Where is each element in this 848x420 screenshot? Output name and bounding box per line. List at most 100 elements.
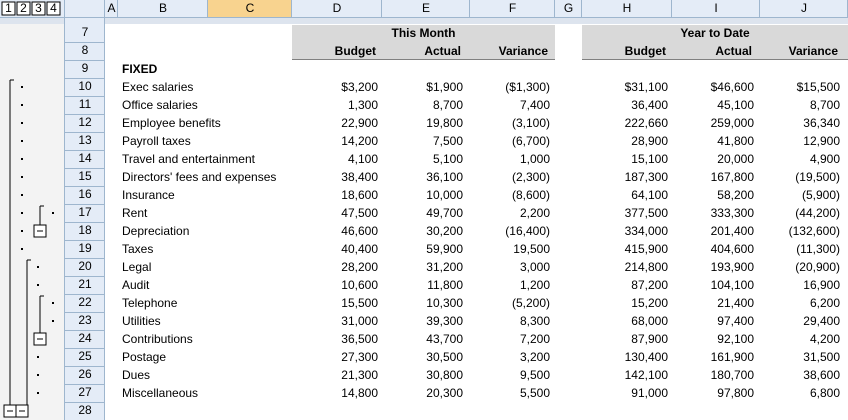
row-header[interactable]: 14 — [78, 151, 92, 165]
cell-value: 222,660 — [625, 116, 669, 130]
column-header[interactable]: F — [509, 1, 516, 15]
row-header[interactable]: 19 — [78, 241, 92, 255]
column-header[interactable]: D — [333, 1, 342, 15]
row-header[interactable]: 17 — [78, 205, 92, 219]
cell-value: 30,200 — [426, 224, 463, 238]
cell-value: 97,800 — [717, 386, 754, 400]
cell-value: 39,300 — [426, 314, 463, 328]
outline-level-button[interactable] — [31, 1, 46, 16]
cell-value: 87,900 — [631, 332, 668, 346]
cell-value: (19,500) — [795, 170, 840, 184]
group-header: Year to Date — [680, 26, 750, 40]
cell-value: (5,200) — [512, 296, 550, 310]
column-header[interactable]: G — [564, 1, 573, 15]
row-header[interactable]: 18 — [78, 223, 92, 237]
cell-value: (20,900) — [795, 260, 840, 274]
column-header[interactable]: I — [714, 1, 717, 15]
outline-dot — [37, 392, 39, 394]
outline-level-label[interactable]: 1 — [5, 1, 12, 15]
group-header-band — [582, 25, 848, 60]
row-header[interactable]: 27 — [78, 385, 92, 399]
outline-level-label[interactable]: 3 — [35, 1, 42, 15]
column-header[interactable]: E — [422, 1, 430, 15]
cell-value: 16,900 — [803, 278, 840, 292]
outline-level-button[interactable] — [16, 1, 31, 16]
row-header[interactable]: 8 — [82, 43, 89, 57]
row-label: Miscellaneous — [122, 386, 198, 400]
group-header-band — [292, 25, 555, 60]
selected-column-header — [208, 0, 292, 17]
outline-level-label[interactable]: 4 — [50, 1, 57, 15]
cell-value: 9,500 — [520, 368, 550, 382]
outline-level-button[interactable] — [46, 1, 61, 16]
row-header[interactable]: 22 — [78, 295, 92, 309]
cell-value: 30,500 — [426, 350, 463, 364]
row-header[interactable]: 26 — [78, 367, 92, 381]
cell-value: 46,600 — [341, 224, 378, 238]
outline-dot — [37, 374, 39, 376]
row-header[interactable]: 24 — [78, 331, 92, 345]
group-header: This Month — [392, 26, 456, 40]
outline-dot — [21, 104, 23, 106]
subheader: Budget — [335, 44, 376, 58]
cell-value: $1,900 — [426, 80, 463, 94]
row-header[interactable]: 11 — [79, 97, 92, 111]
row-header[interactable]: 9 — [82, 61, 89, 75]
cell-value: 21,400 — [717, 296, 754, 310]
cell-value: 87,200 — [631, 278, 668, 292]
cell-value: 4,100 — [348, 152, 378, 166]
outline-dot — [37, 284, 39, 286]
row-header[interactable]: 12 — [78, 115, 92, 129]
row-label: Employee benefits — [122, 116, 221, 130]
cell-value: 97,400 — [717, 314, 754, 328]
cell-value: 20,300 — [426, 386, 463, 400]
cell-value: 19,800 — [426, 116, 463, 130]
row-header[interactable]: 13 — [78, 133, 92, 147]
cell-value: $3,200 — [341, 80, 378, 94]
cell-value: 104,100 — [711, 278, 755, 292]
row-header[interactable]: 15 — [78, 169, 92, 183]
row-header[interactable]: 10 — [78, 79, 92, 93]
cell-value: (44,200) — [795, 206, 840, 220]
row-label: Insurance — [122, 188, 175, 202]
cell-value: 41,800 — [717, 134, 754, 148]
row-header[interactable]: 21 — [78, 277, 92, 291]
row-label: Postage — [122, 350, 166, 364]
column-header[interactable]: H — [623, 1, 632, 15]
outline-dot — [21, 176, 23, 178]
row-header[interactable]: 16 — [78, 187, 92, 201]
column-header[interactable]: B — [159, 1, 167, 15]
cell-value: 49,700 — [426, 206, 463, 220]
outline-dot — [21, 212, 23, 214]
cell-value: 38,400 — [341, 170, 378, 184]
cell-value: 68,000 — [631, 314, 668, 328]
row-header[interactable]: 28 — [78, 403, 92, 417]
cell-value: 15,100 — [631, 152, 668, 166]
cell-value: 30,800 — [426, 368, 463, 382]
column-header[interactable]: C — [246, 1, 255, 15]
cell-value: 47,500 — [341, 206, 378, 220]
row-header[interactable]: 25 — [78, 349, 92, 363]
outline-level-button[interactable] — [1, 1, 16, 16]
outline-dot — [21, 194, 23, 196]
column-header[interactable]: A — [107, 1, 115, 15]
row-header[interactable]: 20 — [78, 259, 92, 273]
cell-value: 36,100 — [426, 170, 463, 184]
cell-value: (8,600) — [512, 188, 550, 202]
outline-dot — [21, 248, 23, 250]
cell-value: 14,800 — [341, 386, 378, 400]
cell-value: 18,600 — [341, 188, 378, 202]
cell-value: 259,000 — [711, 116, 755, 130]
outline-dot — [37, 356, 39, 358]
cell-value: 22,900 — [341, 116, 378, 130]
cell-value: 14,200 — [341, 134, 378, 148]
outline-dot — [52, 302, 54, 304]
outline-level-label[interactable]: 2 — [20, 1, 27, 15]
column-header[interactable]: J — [801, 1, 807, 15]
cell-value: 3,200 — [520, 350, 550, 364]
row-header[interactable]: 23 — [78, 313, 92, 327]
cell-value: 7,500 — [433, 134, 463, 148]
row-header[interactable]: 7 — [82, 25, 89, 39]
cell-value: 3,000 — [520, 260, 550, 274]
cell-value: 91,000 — [631, 386, 668, 400]
